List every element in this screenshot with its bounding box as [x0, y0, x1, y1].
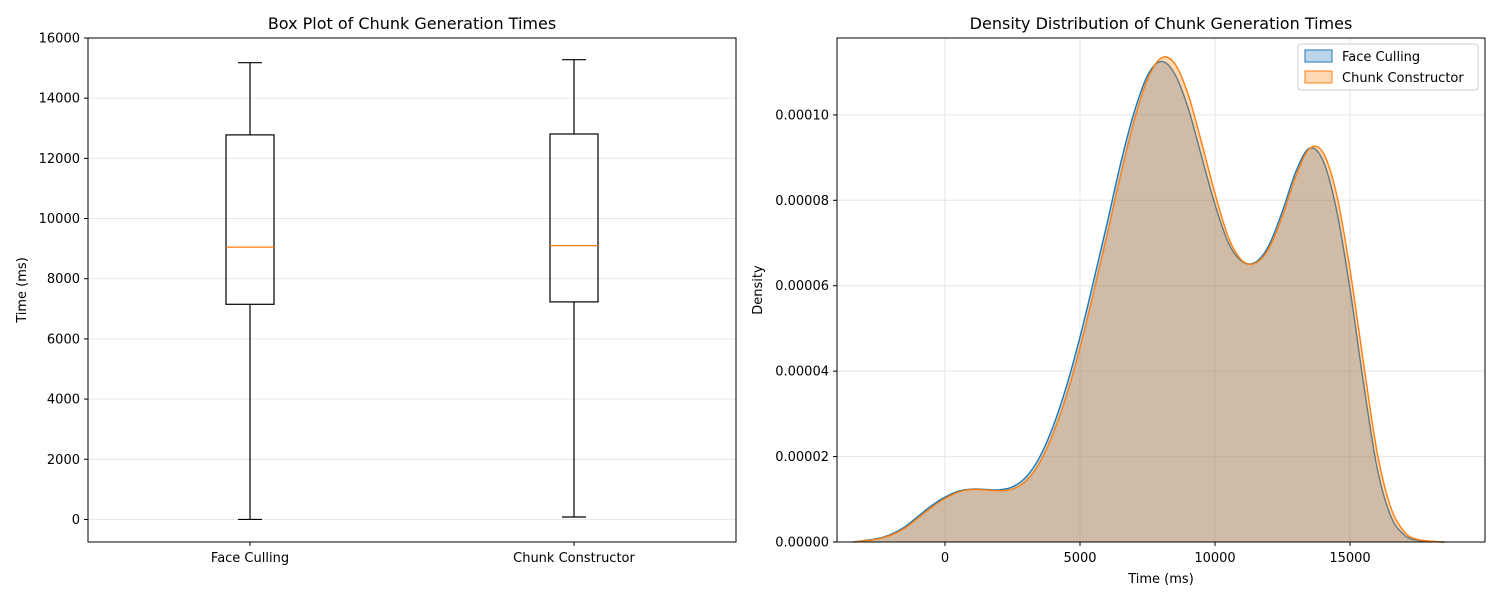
y-tick-label: 10000 — [39, 212, 80, 227]
y-tick-label: 14000 — [39, 92, 80, 107]
y-tick-label: 0.00006 — [775, 279, 829, 294]
y-tick-label: 0.00010 — [775, 108, 829, 123]
box-plot-marks — [225, 59, 599, 521]
y-tick-label: 0.00002 — [775, 450, 829, 465]
y-tick-label: 2000 — [47, 453, 80, 468]
density-plot-title: Density Distribution of Chunk Generation… — [970, 14, 1353, 33]
box-plot-x-ticks: Face Culling Chunk Constructor — [211, 542, 636, 566]
density-plot-frame — [836, 37, 1486, 543]
x-tick-label: 10000 — [1194, 551, 1235, 566]
y-tick-label: 0.00008 — [775, 194, 829, 209]
density-area-chunk-constructor — [853, 56, 1445, 543]
density-area-face-culling — [853, 61, 1445, 542]
legend-label-face-culling: Face Culling — [1342, 50, 1420, 65]
y-tick-label: 8000 — [47, 272, 80, 287]
y-tick-label: 12000 — [39, 152, 80, 167]
y-tick-label: 0 — [72, 513, 80, 528]
density-plot-x-axis-label: Time (ms) — [1127, 572, 1194, 587]
density-plot-marks — [853, 56, 1445, 543]
y-tick-label: 0.00004 — [775, 365, 829, 380]
x-tick-label: 15000 — [1329, 551, 1370, 566]
box-plot-frame — [87, 37, 737, 543]
x-tick-label: Chunk Constructor — [513, 551, 635, 566]
box-plot-y-ticks: 0 2000 4000 6000 8000 10000 12000 14000 16000 — [39, 32, 88, 528]
legend-label-chunk-constructor: Chunk Constructor — [1342, 71, 1464, 86]
box-iqr — [225, 134, 275, 305]
x-tick-label: 0 — [941, 551, 949, 566]
density-plot-x-ticks: 0 5000 10000 15000 — [941, 542, 1371, 566]
y-tick-label: 0.00000 — [775, 536, 829, 551]
density-plot-panel: 0.00000 0.00002 0.00004 0.00006 0.00008 0.000… — [751, 14, 1486, 587]
density-line-face-culling — [853, 60, 1445, 543]
box-plot-y-axis-label: Time (ms) — [15, 257, 30, 324]
legend-swatch-face-culling — [1304, 49, 1333, 63]
box-plot-title: Box Plot of Chunk Generation Times — [268, 14, 556, 33]
y-tick-label: 4000 — [47, 393, 80, 408]
legend-swatch-chunk-constructor — [1304, 70, 1333, 84]
density-plot-y-ticks: 0.00000 0.00002 0.00004 0.00006 0.00008 0.000… — [775, 108, 837, 551]
density-plot-grid — [837, 38, 1485, 543]
legend-box — [1297, 43, 1479, 91]
legend: Face Culling Chunk Constructor — [1297, 43, 1479, 91]
box-chunk-constructor — [549, 59, 599, 518]
y-tick-label: 16000 — [39, 32, 80, 47]
box-face-culling — [225, 62, 275, 521]
box-iqr — [549, 133, 599, 303]
y-tick-label: 6000 — [47, 332, 80, 347]
x-tick-label: Face Culling — [211, 551, 289, 566]
density-plot-y-axis-label: Density — [751, 265, 766, 315]
x-tick-label: 5000 — [1063, 551, 1096, 566]
density-line-chunk-constructor — [853, 56, 1445, 543]
